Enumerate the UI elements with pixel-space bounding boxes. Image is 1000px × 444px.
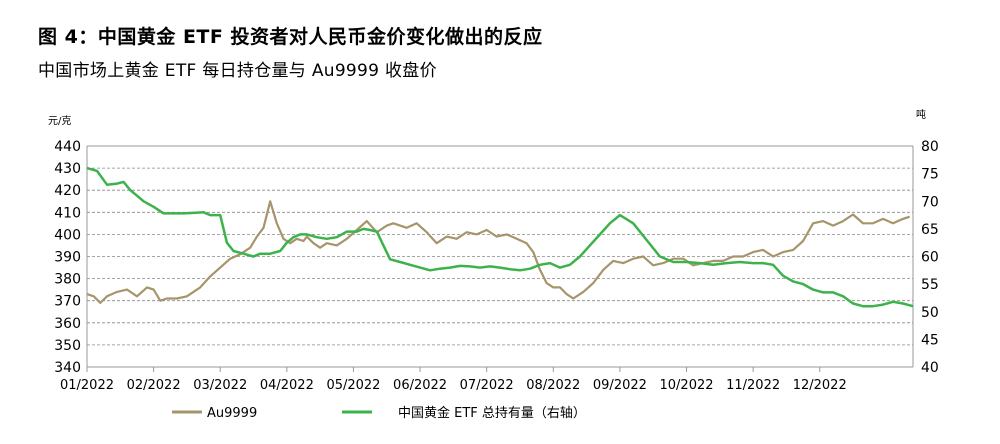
left-tick-label: 340 xyxy=(54,360,81,376)
left-axis-ticks: 440 430 420 410 400 390 380 370 360 350 340 xyxy=(54,139,81,376)
left-tick-label: 420 xyxy=(54,183,81,199)
left-tick-label: 390 xyxy=(54,250,81,266)
x-tick-label: 08/2022 xyxy=(526,378,580,393)
x-tick-label: 06/2022 xyxy=(393,378,447,393)
x-tick-label: 04/2022 xyxy=(260,378,314,393)
left-tick-label: 430 xyxy=(54,161,81,177)
x-tick-label: 09/2022 xyxy=(593,378,647,393)
legend: Au9999 中国黄金 ETF 总持有量（右轴） xyxy=(172,405,586,421)
legend-label-etf: 中国黄金 ETF 总持有量（右轴） xyxy=(398,405,586,421)
right-tick-label: 50 xyxy=(921,305,939,321)
left-tick-label: 400 xyxy=(54,227,81,243)
x-tick-label: 12/2022 xyxy=(793,378,847,393)
x-tick-label: 02/2022 xyxy=(127,378,181,393)
series-line-etf-holdings xyxy=(86,166,914,308)
x-axis-ticks: 01/2022 02/2022 03/2022 04/2022 05/2022 06/20… xyxy=(60,367,847,393)
right-tick-label: 65 xyxy=(921,222,939,238)
left-tick-label: 360 xyxy=(54,316,81,332)
right-tick-label: 80 xyxy=(921,139,939,155)
legend-label-au9999: Au9999 xyxy=(207,406,257,421)
right-tick-label: 60 xyxy=(921,250,939,266)
left-tick-label: 370 xyxy=(54,294,81,310)
left-axis-unit: 元/克 xyxy=(48,115,71,127)
left-tick-label: 380 xyxy=(54,272,81,288)
x-tick-label: 05/2022 xyxy=(326,378,380,393)
right-tick-label: 75 xyxy=(921,167,939,183)
x-tick-label: 11/2022 xyxy=(726,378,780,393)
x-tick-label: 07/2022 xyxy=(460,378,514,393)
left-tick-label: 440 xyxy=(54,139,81,155)
chart-title: 图 4：中国黄金 ETF 投资者对人民币金价变化做出的反应 xyxy=(38,26,543,48)
right-tick-label: 55 xyxy=(921,277,939,293)
chart-subtitle: 中国市场上黄金 ETF 每日持仓量与 Au9999 收盘价 xyxy=(38,61,437,81)
x-tick-label: 10/2022 xyxy=(660,378,714,393)
left-tick-label: 350 xyxy=(54,338,81,354)
right-axis-ticks: 80 75 70 65 60 55 50 45 40 xyxy=(921,139,939,376)
right-tick-label: 70 xyxy=(921,194,939,210)
series-line-au9999 xyxy=(86,200,911,304)
series-lines xyxy=(86,166,914,308)
right-tick-label: 45 xyxy=(921,332,939,348)
right-axis-unit: 吨 xyxy=(916,108,926,121)
gridlines xyxy=(86,145,914,368)
x-tick-label: 03/2022 xyxy=(193,378,247,393)
x-tick-label: 01/2022 xyxy=(60,378,114,393)
right-tick-label: 40 xyxy=(921,360,939,376)
left-tick-label: 410 xyxy=(54,205,81,221)
